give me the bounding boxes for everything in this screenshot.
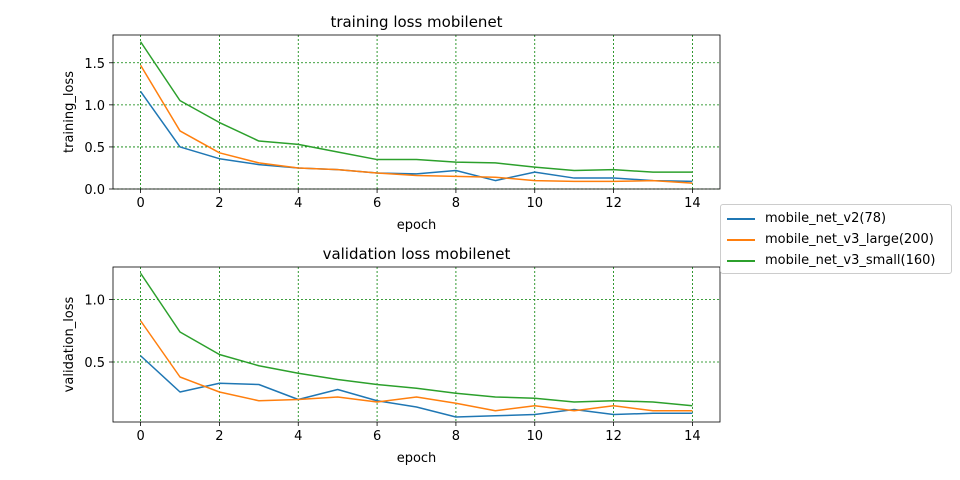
training-ytick-label: 1.0	[84, 99, 105, 114]
training-subplot: 0 2 4 6 8 10 12 14 0.0 0.5 1.0 1.5 training loss mob…	[62, 13, 721, 233]
training-xtick-label: 6	[373, 196, 381, 211]
training-x-axis-label: epoch	[397, 218, 437, 233]
legend-item-v2: mobile_net_v2(78)	[727, 208, 945, 229]
validation-series-line-0	[140, 355, 693, 418]
legend-item-v3-small: mobile_net_v3_small(160)	[727, 250, 945, 271]
validation-xtick-label: 8	[452, 429, 460, 444]
validation-xtick-label: 14	[684, 429, 701, 444]
training-series-line-2	[139, 41, 693, 173]
legend-label-v2: mobile_net_v2(78)	[765, 211, 887, 226]
validation-series-line-2	[139, 272, 693, 407]
legend-label-v3-small: mobile_net_v3_small(160)	[765, 253, 936, 268]
validation-xtick-label: 0	[136, 429, 144, 444]
legend-swatch-v3-large	[727, 238, 755, 241]
training-ytick-label: 0.5	[84, 141, 105, 156]
training-xtick-label: 12	[605, 196, 622, 211]
training-ytick-label: 1.5	[84, 57, 105, 72]
training-xtick-label: 0	[136, 196, 144, 211]
validation-xtick-label: 6	[373, 429, 381, 444]
validation-xtick-label: 2	[215, 429, 223, 444]
legend-swatch-v3-small	[727, 259, 755, 262]
training-xtick-label: 10	[526, 196, 543, 211]
validation-series-line-1	[139, 320, 693, 412]
legend: mobile_net_v2(78) mobile_net_v3_large(20…	[720, 204, 952, 274]
training-chart-title: training loss mobilenet	[330, 13, 502, 31]
training-xtick-label: 4	[294, 196, 302, 211]
training-ytick-label: 0.0	[84, 183, 105, 198]
validation-x-axis-label: epoch	[397, 451, 437, 466]
training-series-line-1	[139, 64, 693, 184]
legend-item-v3-large: mobile_net_v3_large(200)	[727, 229, 945, 250]
legend-label-v3-large: mobile_net_v3_large(200)	[765, 232, 934, 247]
validation-y-axis-label: validation_loss	[62, 296, 77, 392]
training-y-axis-label: training_loss	[62, 71, 77, 153]
training-xtick-label: 2	[215, 196, 223, 211]
validation-ytick-label: 0.5	[84, 356, 105, 371]
validation-xtick-label: 12	[605, 429, 622, 444]
validation-subplot: 0 2 4 6 8 10 12 14 0.5 1.0 validation loss mobilen…	[62, 245, 721, 466]
training-xtick-label: 14	[684, 196, 701, 211]
validation-axes-frame	[112, 266, 721, 423]
training-axes-frame	[112, 34, 721, 190]
legend-swatch-v2	[727, 217, 755, 220]
validation-chart-title: validation loss mobilenet	[323, 245, 511, 263]
training-xtick-label: 8	[452, 196, 460, 211]
validation-ytick-label: 1.0	[84, 294, 105, 309]
validation-xtick-label: 4	[294, 429, 302, 444]
validation-xtick-label: 10	[526, 429, 543, 444]
training-series-line-0	[139, 90, 693, 183]
